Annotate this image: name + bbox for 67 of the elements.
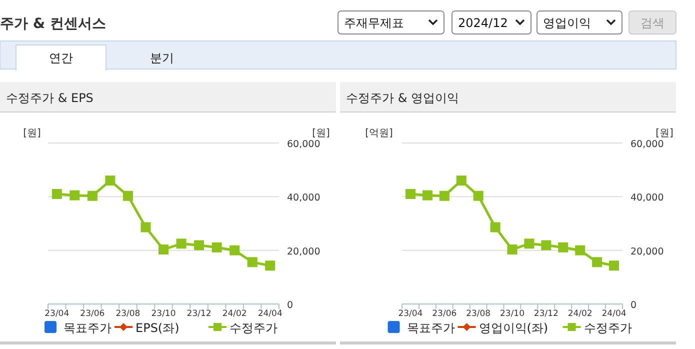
point <box>473 190 484 201</box>
y2-tick-label: 60,000 <box>630 139 664 150</box>
legend-label: 수정주가 <box>230 321 278 335</box>
legend-label: EPS(좌) <box>136 321 180 335</box>
x-tick-label: 23/06 <box>80 309 105 319</box>
chart-title: 수정주가 & EPS <box>6 91 94 105</box>
y2-tick-label: 60,000 <box>287 139 320 150</box>
point <box>176 238 186 249</box>
x-tick-label: 23/12 <box>534 309 558 319</box>
point <box>592 257 602 268</box>
point <box>70 190 80 200</box>
legend-label: 목표주가 <box>64 321 112 335</box>
y-axis-title: [억원] <box>365 128 393 139</box>
point <box>230 245 240 256</box>
point <box>87 190 98 201</box>
point <box>122 190 133 201</box>
legend-label: 목표주가 <box>406 321 455 335</box>
y-axis-title: [원] <box>23 128 41 139</box>
point <box>575 245 586 256</box>
y2-tick-label: 20,000 <box>630 246 664 258</box>
point <box>558 242 568 252</box>
chart-title: 수정주가 & 영업이익 <box>346 91 459 105</box>
text: 분기 <box>150 51 174 65</box>
text: 주가 & 컨센서스 <box>0 16 106 32</box>
x-tick-label: 23/04 <box>44 309 70 319</box>
legend-label: 수정주가 <box>584 321 632 335</box>
x-tick-label: 24/04 <box>258 309 282 319</box>
y2-tick-label: 0 <box>287 300 294 311</box>
point <box>194 240 204 250</box>
x-tick-label: 23/04 <box>398 309 423 319</box>
text: 2024/12 <box>458 16 508 30</box>
point <box>212 242 222 252</box>
x-tick-label: 23/08 <box>466 309 491 319</box>
point <box>140 222 151 232</box>
x-tick-label: 24/02 <box>568 309 592 319</box>
x-tick-label: 23/08 <box>116 309 140 319</box>
y2-axis-title: [원] <box>656 128 674 139</box>
point <box>456 176 466 186</box>
point <box>609 260 620 271</box>
x-tick-label: 23/06 <box>432 309 457 319</box>
point <box>265 260 276 271</box>
point <box>524 238 534 249</box>
x-tick-label: 24/04 <box>602 309 626 319</box>
text: 영업이익 <box>543 16 591 30</box>
point <box>490 222 500 232</box>
y2-tick-label: 20,000 <box>287 246 320 258</box>
text: 주재무제표 <box>344 16 404 30</box>
x-tick-label: 23/10 <box>151 309 176 319</box>
point <box>52 188 62 199</box>
x-tick-label: 23/10 <box>500 309 524 319</box>
text: 연간 <box>49 51 73 65</box>
point <box>158 244 168 255</box>
y2-tick-label: 40,000 <box>287 192 320 204</box>
text: 검색 <box>640 16 664 30</box>
point <box>247 257 258 268</box>
y2-tick-label: 0 <box>630 300 637 311</box>
point <box>507 244 518 255</box>
x-tick-label: 23/12 <box>186 309 212 319</box>
point <box>405 188 416 199</box>
point <box>422 190 432 200</box>
point <box>105 176 116 186</box>
point <box>541 240 552 250</box>
y2-axis-title: [원] <box>312 128 330 139</box>
point <box>439 190 450 201</box>
y2-tick-label: 40,000 <box>630 192 664 204</box>
legend-label: 영업이익(좌) <box>478 321 548 335</box>
x-tick-label: 24/02 <box>222 309 247 319</box>
